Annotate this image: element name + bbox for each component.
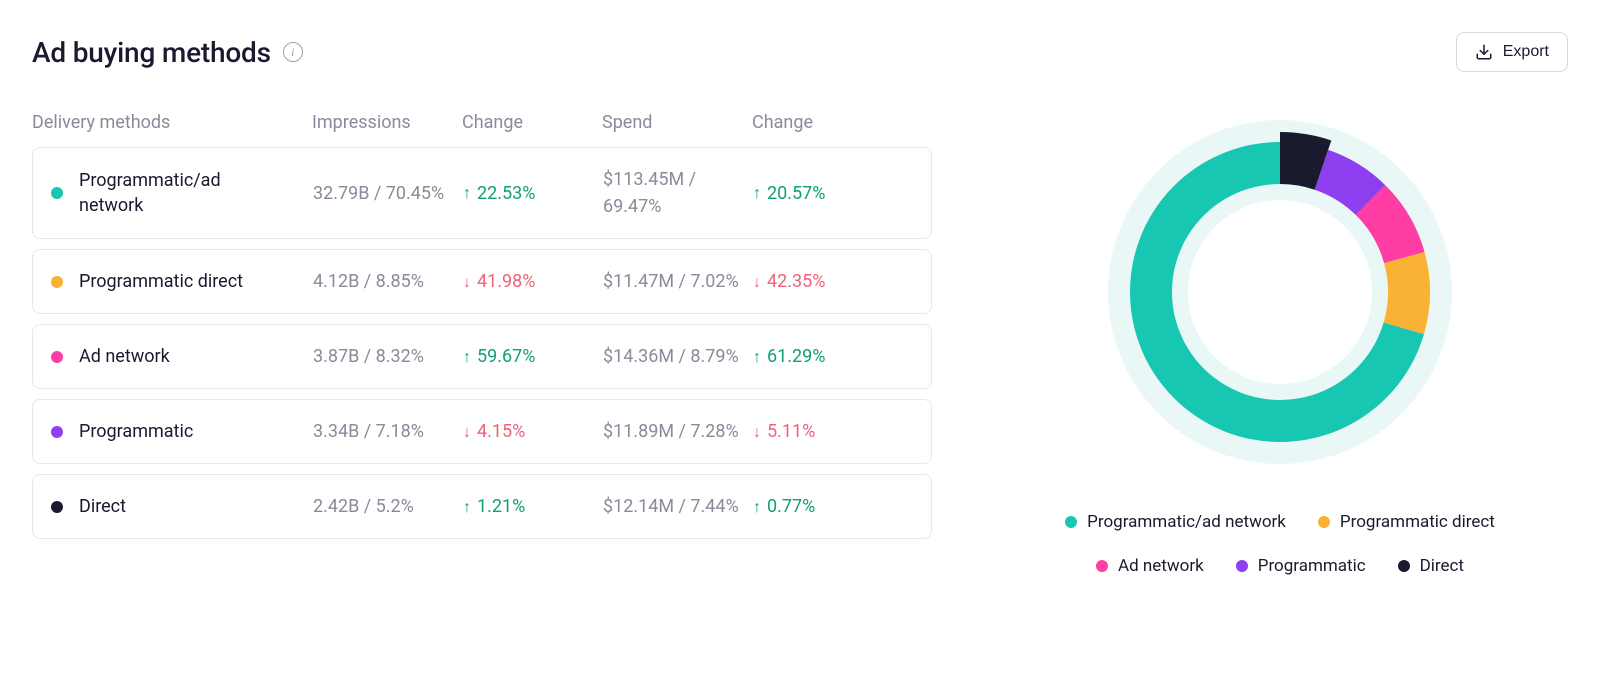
color-dot	[51, 501, 63, 513]
change-spend-cell: ↑ 20.57%	[753, 183, 893, 204]
table-row[interactable]: Programmatic3.34B / 7.18%↓4.15%$11.89M /…	[32, 399, 932, 464]
arrow-up-icon: ↑	[753, 497, 761, 517]
content: Delivery methods Impressions Change Spen…	[32, 112, 1568, 576]
impressions-cell: 3.34B / 7.18%	[313, 418, 463, 445]
spend-cell: $14.36M / 8.79%	[603, 343, 753, 370]
legend-item[interactable]: Direct	[1398, 556, 1464, 576]
impressions-cell: 3.87B / 8.32%	[313, 343, 463, 370]
impressions-cell: 4.12B / 8.85%	[313, 268, 463, 295]
color-dot	[1065, 516, 1077, 528]
col-spend: Spend	[602, 112, 752, 133]
table-area: Delivery methods Impressions Change Spen…	[32, 112, 932, 576]
spend-cell: $11.47M / 7.02%	[603, 268, 753, 295]
change-spend-cell: ↑ 61.29%	[753, 346, 893, 367]
color-dot	[1398, 560, 1410, 572]
export-button[interactable]: Export	[1456, 32, 1568, 72]
column-headers: Delivery methods Impressions Change Spen…	[32, 112, 932, 147]
arrow-up-icon: ↑	[463, 183, 471, 203]
change-impressions-cell: ↓ 41.98%	[463, 271, 603, 292]
color-dot	[51, 426, 63, 438]
method-name: Programmatic direct	[79, 269, 243, 294]
change-impressions-cell: ↑ 1.21%	[463, 496, 603, 517]
legend-label: Programmatic/ad network	[1087, 512, 1286, 532]
page-title: Ad buying methods	[32, 36, 271, 69]
method-cell: Programmatic	[33, 419, 313, 444]
col-change1: Change	[462, 112, 602, 133]
legend-item[interactable]: Programmatic direct	[1318, 512, 1495, 532]
arrow-down-icon: ↓	[463, 272, 471, 292]
method-cell: Direct	[33, 494, 313, 519]
color-dot	[51, 276, 63, 288]
color-dot	[1318, 516, 1330, 528]
legend-item[interactable]: Programmatic/ad network	[1065, 512, 1286, 532]
change-spend-cell: ↑ 0.77%	[753, 496, 893, 517]
change-value: 61.29%	[767, 346, 825, 367]
table-row[interactable]: Ad network3.87B / 8.32%↑59.67%$14.36M / …	[32, 324, 932, 389]
arrow-up-icon: ↑	[463, 347, 471, 367]
change-value: 41.98%	[477, 271, 535, 292]
method-cell: Programmatic/ad network	[33, 168, 313, 218]
header-row: Ad buying methods i Export	[32, 32, 1568, 72]
change-value: 59.67%	[477, 346, 535, 367]
arrow-up-icon: ↑	[753, 347, 761, 367]
legend-item[interactable]: Programmatic	[1236, 556, 1366, 576]
col-delivery: Delivery methods	[32, 112, 312, 133]
change-impressions-cell: ↓ 4.15%	[463, 421, 603, 442]
change-value: 4.15%	[477, 421, 525, 442]
change-value: 1.21%	[477, 496, 525, 517]
chart-legend: Programmatic/ad network Programmatic dire…	[1020, 512, 1540, 576]
impressions-cell: 2.42B / 5.2%	[313, 493, 463, 520]
method-cell: Ad network	[33, 344, 313, 369]
legend-item[interactable]: Ad network	[1096, 556, 1204, 576]
spend-cell: $11.89M / 7.28%	[603, 418, 753, 445]
change-value: 5.11%	[767, 421, 815, 442]
legend-label: Ad network	[1118, 556, 1204, 576]
method-cell: Programmatic direct	[33, 269, 313, 294]
arrow-down-icon: ↓	[753, 422, 761, 442]
spend-cell: $113.45M / 69.47%	[603, 166, 753, 220]
table-row[interactable]: Programmatic/ad network32.79B / 70.45%↑2…	[32, 147, 932, 239]
title-wrap: Ad buying methods i	[32, 36, 303, 69]
change-spend-cell: ↓ 5.11%	[753, 421, 893, 442]
arrow-up-icon: ↑	[753, 183, 761, 203]
legend-label: Programmatic direct	[1340, 512, 1495, 532]
method-name: Ad network	[79, 344, 170, 369]
arrow-up-icon: ↑	[463, 497, 471, 517]
table-row[interactable]: Direct2.42B / 5.2%↑1.21%$12.14M / 7.44%↑…	[32, 474, 932, 539]
donut-chart	[1100, 112, 1460, 472]
arrow-down-icon: ↓	[463, 422, 471, 442]
method-name: Programmatic	[79, 419, 193, 444]
method-name: Programmatic/ad network	[79, 168, 279, 218]
spend-cell: $12.14M / 7.44%	[603, 493, 753, 520]
col-impressions: Impressions	[312, 112, 462, 133]
col-change2: Change	[752, 112, 892, 133]
color-dot	[1096, 560, 1108, 572]
change-value: 22.53%	[477, 183, 535, 204]
info-icon[interactable]: i	[283, 42, 303, 62]
change-spend-cell: ↓ 42.35%	[753, 271, 893, 292]
legend-label: Programmatic	[1258, 556, 1366, 576]
color-dot	[51, 187, 63, 199]
change-impressions-cell: ↑ 22.53%	[463, 183, 603, 204]
method-name: Direct	[79, 494, 126, 519]
change-impressions-cell: ↑ 59.67%	[463, 346, 603, 367]
arrow-down-icon: ↓	[753, 272, 761, 292]
legend-label: Direct	[1420, 556, 1464, 576]
change-value: 42.35%	[767, 271, 825, 292]
color-dot	[1236, 560, 1248, 572]
download-icon	[1475, 43, 1493, 61]
color-dot	[51, 351, 63, 363]
impressions-cell: 32.79B / 70.45%	[313, 180, 463, 207]
chart-area: Programmatic/ad network Programmatic dire…	[992, 112, 1568, 576]
export-label: Export	[1503, 43, 1549, 61]
donut-segment[interactable]	[1384, 252, 1430, 334]
table-row[interactable]: Programmatic direct4.12B / 8.85%↓41.98%$…	[32, 249, 932, 314]
change-value: 20.57%	[767, 183, 825, 204]
change-value: 0.77%	[767, 496, 815, 517]
